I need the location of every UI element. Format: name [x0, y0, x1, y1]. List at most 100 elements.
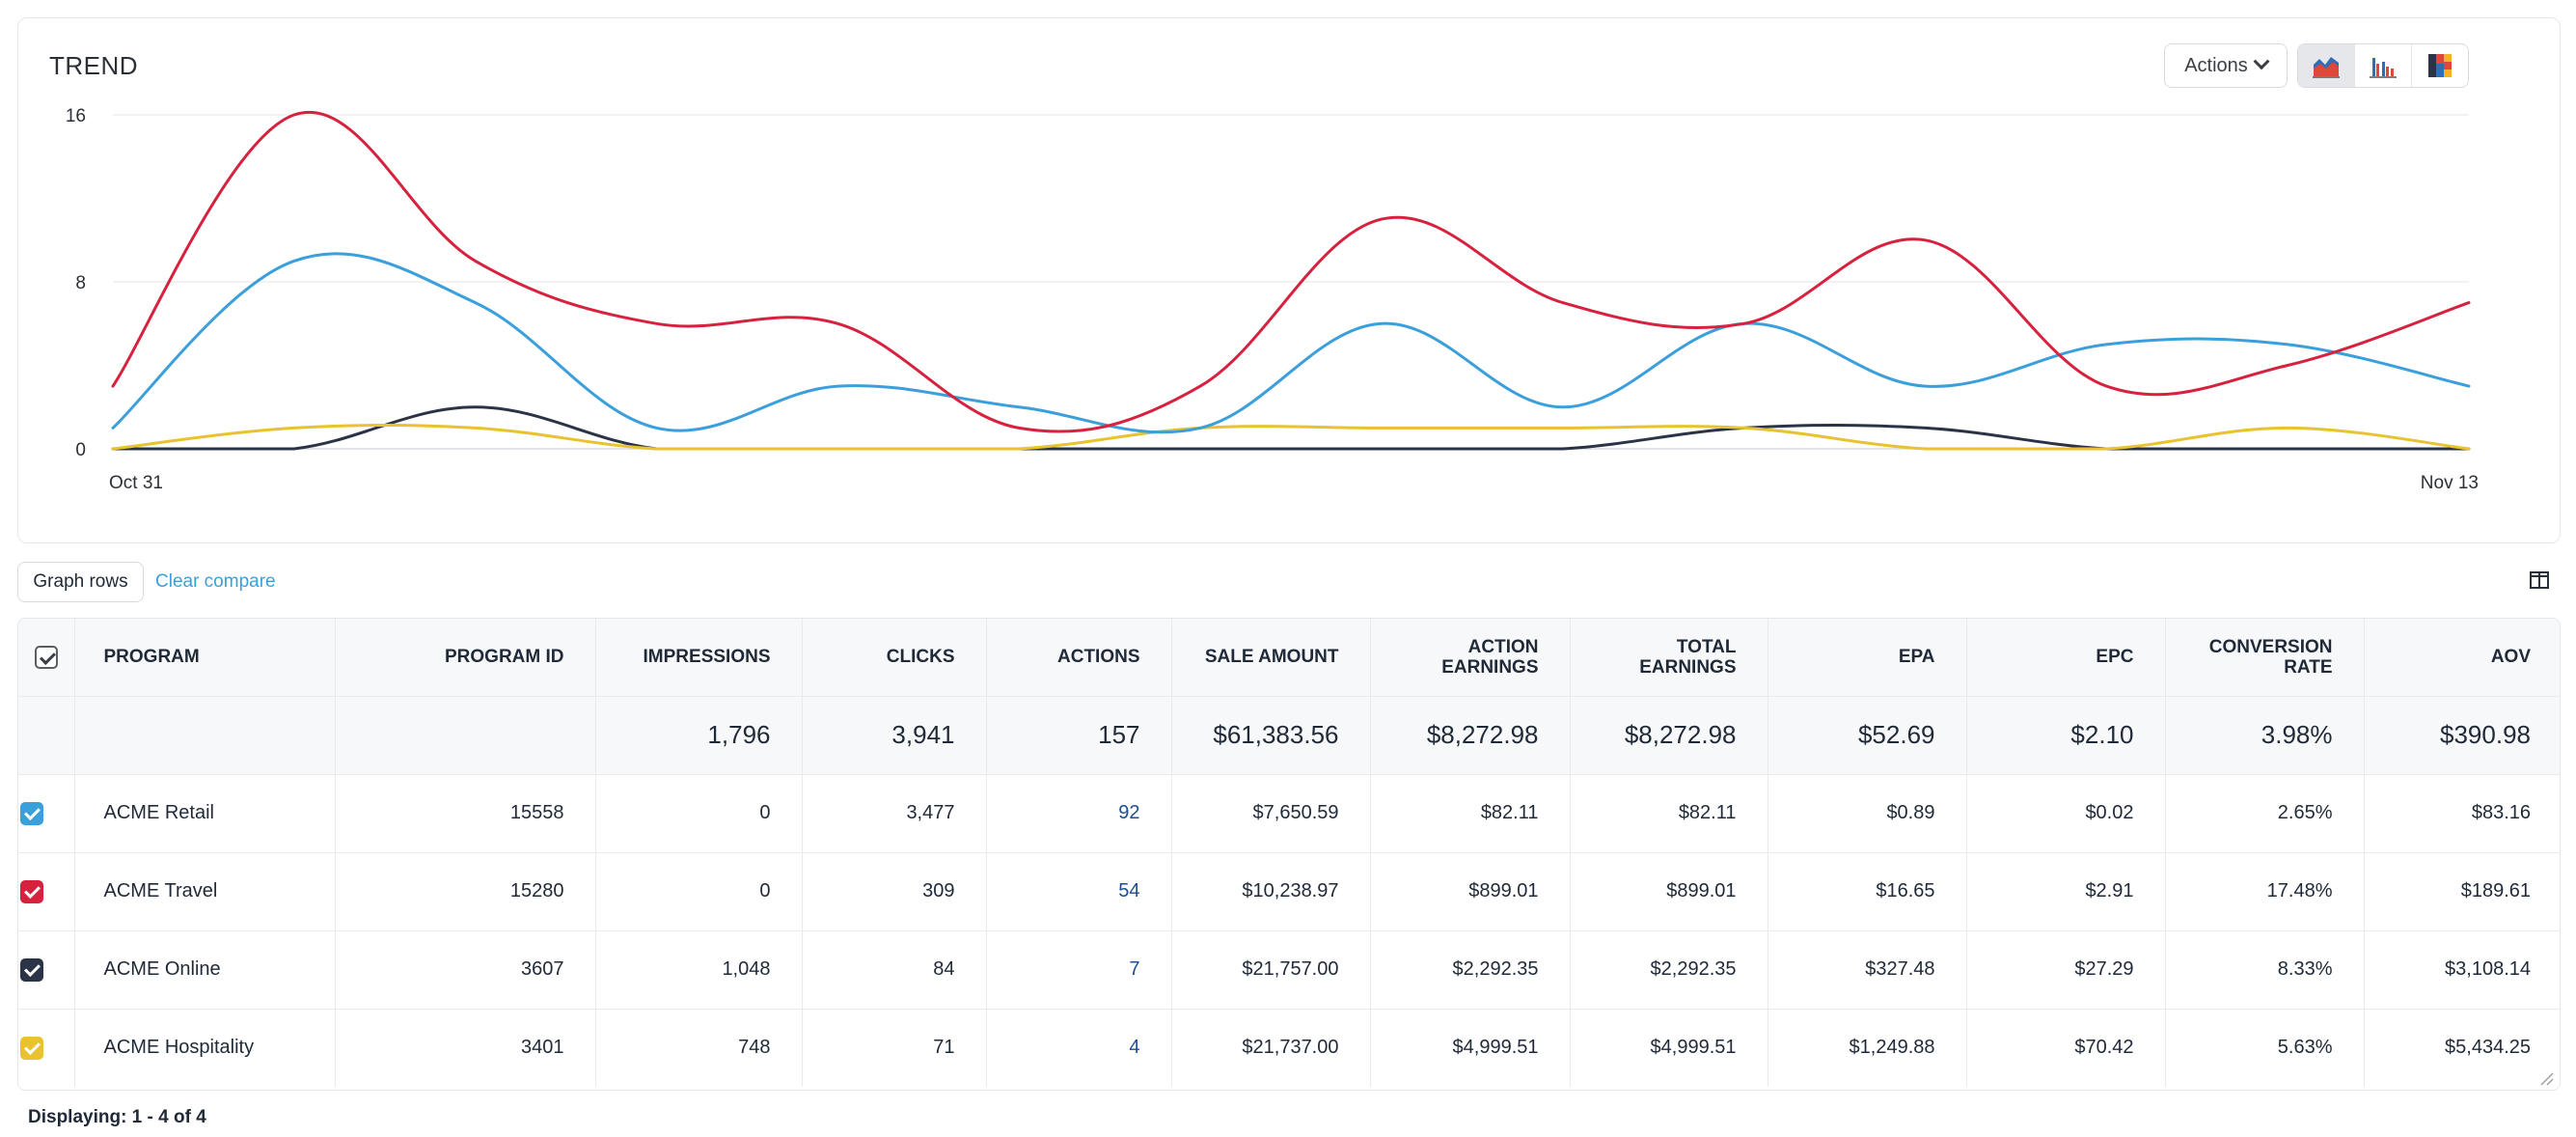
- column-header-program-id[interactable]: PROGRAM ID: [335, 619, 596, 697]
- actions-link[interactable]: 4: [1129, 1037, 1140, 1059]
- y-tick-label: 16: [66, 106, 86, 126]
- row-checkbox-cell: [18, 774, 75, 853]
- series-line: [111, 111, 2471, 433]
- cell-epc: $2.91: [1966, 852, 2166, 931]
- table-row: ACME Retail 15558 0 3,477 92 $7,650.59 $82.11 $…: [18, 774, 2560, 853]
- cell-actions: 92: [986, 774, 1172, 853]
- column-header-actions[interactable]: ACTIONS: [986, 619, 1172, 697]
- cell-program-id: 15558: [335, 774, 596, 853]
- heatmap-icon: [2428, 54, 2452, 77]
- actions-link[interactable]: 7: [1129, 958, 1140, 980]
- table-row: ACME Hospitality 3401 748 71 4 $21,737.00 $4,9…: [18, 1009, 2560, 1087]
- cell-epa: $16.65: [1768, 852, 1967, 931]
- totals-checkbox-cell: [18, 696, 75, 775]
- bar-chart-icon: [2370, 58, 2397, 78]
- row-checkbox-cell: [18, 1009, 75, 1087]
- cell-sale-amount: $7,650.59: [1171, 774, 1371, 853]
- totals-action-earnings: $8,272.98: [1370, 696, 1571, 775]
- cell-clicks: 84: [802, 930, 987, 1010]
- column-header-clicks[interactable]: CLICKS: [802, 619, 987, 697]
- cell-epa: $1,249.88: [1768, 1009, 1967, 1087]
- columns-toggle-icon[interactable]: [2530, 571, 2549, 589]
- series-line: [111, 252, 2471, 434]
- row-checkbox-cell: [18, 930, 75, 1010]
- cell-total-earnings: $899.01: [1570, 852, 1768, 931]
- cell-program-name: ACME Retail: [74, 774, 336, 853]
- cell-clicks: 3,477: [802, 774, 987, 853]
- clear-compare-link[interactable]: Clear compare: [155, 571, 276, 592]
- cell-aov: $83.16: [2364, 774, 2560, 853]
- column-header-aov[interactable]: AOV: [2364, 619, 2560, 697]
- heatmap-view-button[interactable]: [2412, 44, 2468, 87]
- row-select-checkbox[interactable]: [19, 957, 43, 982]
- totals-conversion-rate: 3.98%: [2165, 696, 2365, 775]
- actions-label: Actions: [2184, 54, 2248, 76]
- cell-sale-amount: $21,737.00: [1171, 1009, 1371, 1087]
- area-chart-view-button[interactable]: [2298, 44, 2355, 87]
- totals-aov: $390.98: [2364, 696, 2560, 775]
- cell-action-earnings: $4,999.51: [1370, 1009, 1571, 1087]
- cell-program-id: 3401: [335, 1009, 596, 1087]
- trend-card: 0 8 16 Oct 31 Nov 13 TREND Actions: [17, 17, 2561, 543]
- column-header-total-earnings[interactable]: TOTAL EARNINGS: [1570, 619, 1768, 697]
- totals-row: 1,796 3,941 157 $61,383.56 $8,272.98 $8,…: [18, 696, 2560, 775]
- totals-clicks: 3,941: [802, 696, 987, 775]
- cell-impressions: 1,048: [595, 930, 803, 1010]
- cell-impressions: 748: [595, 1009, 803, 1087]
- bar-chart-view-button[interactable]: [2355, 44, 2412, 87]
- actions-link[interactable]: 92: [1118, 802, 1140, 823]
- cell-program-id: 3607: [335, 930, 596, 1010]
- cell-epc: $27.29: [1966, 930, 2166, 1010]
- cell-action-earnings: $2,292.35: [1370, 930, 1571, 1010]
- actions-link[interactable]: 54: [1118, 880, 1140, 901]
- trend-title: TREND: [49, 51, 139, 80]
- row-select-checkbox[interactable]: [19, 1036, 43, 1060]
- cell-action-earnings: $899.01: [1370, 852, 1571, 931]
- column-header-program[interactable]: PROGRAM: [74, 619, 336, 697]
- column-header-conversion-rate[interactable]: CONVERSION RATE: [2165, 619, 2365, 697]
- cell-actions: 7: [986, 930, 1172, 1010]
- totals-actions: 157: [986, 696, 1172, 775]
- cell-program-name: ACME Online: [74, 930, 336, 1010]
- row-checkbox-cell: [18, 852, 75, 931]
- cell-epa: $0.89: [1768, 774, 1967, 853]
- row-select-checkbox[interactable]: [19, 879, 43, 903]
- cell-total-earnings: $4,999.51: [1570, 1009, 1768, 1087]
- cell-actions: 4: [986, 1009, 1172, 1087]
- cell-action-earnings: $82.11: [1370, 774, 1571, 853]
- cell-sale-amount: $10,238.97: [1171, 852, 1371, 931]
- row-select-checkbox[interactable]: [19, 801, 43, 825]
- y-tick-label: 8: [75, 273, 86, 293]
- column-header-sale-amount[interactable]: SALE AMOUNT: [1171, 619, 1371, 697]
- table-row: ACME Travel 15280 0 309 54 $10,238.97 $899.01 $…: [18, 852, 2560, 931]
- y-tick-label: 0: [75, 440, 86, 460]
- chevron-down-icon: [2253, 53, 2270, 70]
- column-header-epa[interactable]: EPA: [1768, 619, 1967, 697]
- totals-epc: $2.10: [1966, 696, 2166, 775]
- series-line: [111, 423, 2471, 451]
- totals-program: [74, 696, 336, 775]
- cell-impressions: 0: [595, 852, 803, 931]
- cell-epc: $70.42: [1966, 1009, 2166, 1087]
- x-end-label: Nov 13: [2421, 473, 2479, 493]
- totals-epa: $52.69: [1768, 696, 1967, 775]
- actions-dropdown-button[interactable]: Actions: [2164, 43, 2288, 88]
- cell-impressions: 0: [595, 774, 803, 853]
- cell-conversion-rate: 8.33%: [2165, 930, 2365, 1010]
- cell-program-id: 15280: [335, 852, 596, 931]
- programs-table: PROGRAM PROGRAM ID IMPRESSIONS CLICKS AC…: [17, 618, 2561, 1091]
- totals-total-earnings: $8,272.98: [1570, 696, 1768, 775]
- area-chart-icon: [2313, 57, 2340, 78]
- cell-total-earnings: $82.11: [1570, 774, 1768, 853]
- graph-rows-button[interactable]: Graph rows: [17, 562, 144, 602]
- column-header-epc[interactable]: EPC: [1966, 619, 2166, 697]
- column-header-impressions[interactable]: IMPRESSIONS: [595, 619, 803, 697]
- resize-grip-icon[interactable]: [2537, 1069, 2555, 1087]
- select-all-checkbox[interactable]: [34, 645, 58, 669]
- cell-epa: $327.48: [1768, 930, 1967, 1010]
- cell-total-earnings: $2,292.35: [1570, 930, 1768, 1010]
- cell-aov: $189.61: [2364, 852, 2560, 931]
- select-all-cell: [18, 619, 75, 697]
- x-start-label: Oct 31: [109, 473, 163, 493]
- column-header-action-earnings[interactable]: ACTION EARNINGS: [1370, 619, 1571, 697]
